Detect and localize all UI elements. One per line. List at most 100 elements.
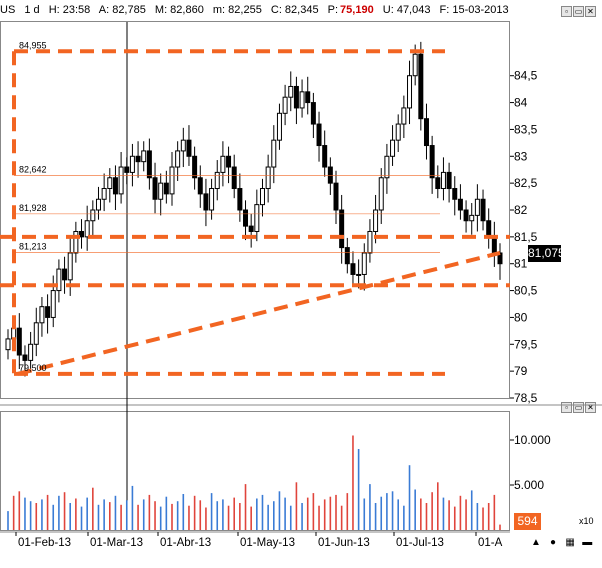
level-label: 79,500 — [19, 363, 47, 373]
candle-body — [237, 188, 243, 211]
candle-body — [129, 155, 135, 173]
date-tick-label: 01-A — [478, 537, 503, 549]
grid-icon[interactable]: ▦ — [565, 537, 575, 548]
candle-body — [384, 155, 390, 179]
price-tick-label: 79,5 — [514, 337, 538, 351]
trend-line — [17, 251, 501, 376]
candlesticks — [5, 41, 503, 377]
interval-label: 1 d — [24, 4, 40, 16]
candle-body — [457, 198, 463, 211]
candle-body — [480, 198, 486, 222]
candle-body — [429, 145, 435, 179]
candle-body — [28, 343, 34, 361]
candle-body — [418, 53, 424, 120]
candle-body — [491, 236, 497, 254]
date-value: F: 15-03-2013 — [439, 4, 509, 16]
candle-body — [175, 150, 181, 168]
time-value: H: 23:58 — [48, 4, 91, 16]
price-tick-label: 81,5 — [514, 230, 538, 244]
price-tick-label: 83 — [514, 149, 528, 163]
axes: 84,5 84 83,5 83 82,5 82 81,5 81 80,5 80 79,5 79 78,5… — [15, 69, 551, 549]
maximize-icon[interactable]: ▫ — [561, 402, 572, 413]
candle-body — [141, 150, 147, 163]
candle-body — [446, 171, 452, 190]
candle-body — [282, 96, 288, 114]
candle-body — [56, 268, 62, 292]
candle-body — [248, 225, 254, 232]
scroll-icon[interactable]: ▬ — [582, 537, 593, 548]
price-tick-label: 82 — [514, 203, 528, 217]
candle-body — [486, 220, 492, 238]
oi-value: U: 47,043 — [382, 4, 431, 16]
candle-body — [333, 182, 339, 211]
candle-body — [423, 118, 429, 147]
candle-body — [276, 112, 282, 141]
candle-body — [33, 322, 39, 345]
level-label: 81,928 — [19, 203, 47, 213]
candle-body — [305, 91, 311, 104]
candle-body — [322, 145, 328, 168]
level-label: 81,213 — [19, 241, 47, 251]
volume-value: 75,190 — [340, 4, 374, 16]
candle-body — [299, 91, 305, 109]
candle-body — [107, 177, 113, 190]
candle-body — [84, 220, 90, 238]
low-value: m: 82,255 — [212, 4, 262, 16]
price-tick-label: 84,5 — [514, 69, 538, 83]
candle-body — [124, 166, 130, 173]
candle-body — [62, 268, 68, 281]
candle-body — [45, 306, 51, 318]
maximize-icon[interactable]: ▫ — [561, 6, 572, 17]
candle-body — [395, 123, 401, 141]
last-volume-box: 594 — [514, 513, 541, 530]
candle-body — [231, 166, 237, 190]
candle-body — [293, 85, 299, 109]
candle-body — [203, 193, 209, 211]
last-price-box: 81,075 — [528, 245, 565, 262]
candle-body — [327, 166, 333, 184]
open-value: A: 82,785 — [98, 4, 146, 16]
volume-tick-label: 10.000 — [514, 433, 551, 447]
candle-body — [214, 171, 220, 190]
candle-body — [112, 177, 118, 195]
candle-body — [209, 188, 215, 211]
status-bar: ▲ ● ▦ ▬ — [530, 536, 595, 550]
candle-body — [356, 273, 362, 276]
candle-body — [67, 252, 73, 281]
close-icon[interactable]: ✕ — [585, 6, 596, 17]
candle-body — [474, 198, 480, 216]
price-tick-label: 79 — [514, 364, 528, 378]
restore-icon[interactable]: ▭ — [573, 6, 584, 17]
eye-icon[interactable]: ● — [550, 537, 557, 548]
candle-body — [186, 139, 192, 157]
price-tick-label: 82,5 — [514, 176, 538, 190]
candle-body — [407, 75, 413, 109]
price-tick-label: 80,5 — [514, 284, 538, 298]
candle-body — [271, 139, 277, 168]
date-tick-label: 01-Jul-13 — [396, 537, 444, 549]
price-tick-label: 80 — [514, 310, 528, 324]
price-tick-label: 84 — [514, 96, 528, 110]
support-resistance-lines: 84,955 82,642 81,928 81,213 79,500 — [0, 40, 510, 376]
high-value: M: 82,860 — [154, 4, 204, 16]
candle-body — [163, 182, 169, 195]
pin-icon[interactable]: ▲ — [531, 537, 541, 548]
candle-body — [452, 188, 458, 200]
date-tick-label: 01-May-13 — [240, 537, 295, 549]
symbol-label: US — [0, 4, 16, 16]
candle-body — [169, 166, 175, 195]
level-label: 84,955 — [19, 40, 47, 50]
candle-body — [118, 166, 124, 195]
candle-body — [440, 171, 446, 190]
close-icon[interactable]: ✕ — [585, 402, 596, 413]
candle-body — [101, 188, 107, 200]
candle-body — [254, 204, 260, 232]
restore-icon[interactable]: ▭ — [573, 402, 584, 413]
candle-body — [220, 155, 226, 173]
candle-body — [5, 338, 11, 351]
candle-body — [463, 209, 469, 222]
candle-body — [135, 155, 141, 163]
candle-body — [243, 209, 249, 227]
candle-body — [469, 214, 475, 222]
